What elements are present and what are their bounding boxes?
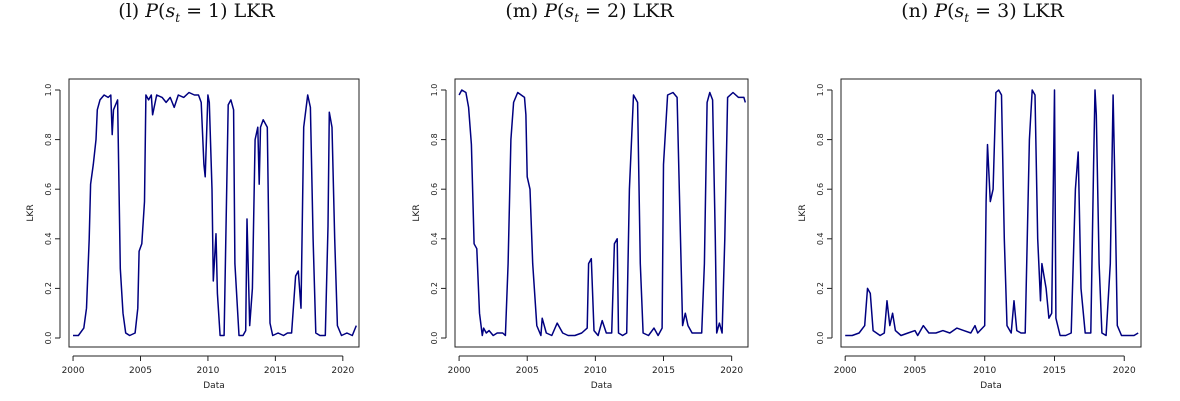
panel-l: (l) P(st = 1) LKR 2000 2005 2010 2015 2020 0.… xyxy=(0,0,393,401)
x-tick-label: 2015 xyxy=(1043,366,1066,376)
y-tick-label: 0.8 xyxy=(430,133,439,146)
currency-label: LKR xyxy=(1022,0,1064,22)
plot-frame xyxy=(68,78,360,348)
panel-label: (l) xyxy=(118,0,140,22)
x-tick-label: 2020 xyxy=(720,366,743,376)
y-axis-title: LKR xyxy=(798,204,808,221)
y-tick-label: 0.6 xyxy=(816,183,825,196)
panel-title: (l) P(st = 1) LKR xyxy=(118,0,275,25)
y-tick-label: 0.6 xyxy=(44,183,53,196)
panel-label: (n) xyxy=(901,0,929,22)
x-tick-label: 2000 xyxy=(62,366,85,376)
y-tick-label: 0.2 xyxy=(44,282,53,295)
panel-title: (n) P(st = 3) LKR xyxy=(901,0,1064,25)
x-tick-label: 2000 xyxy=(834,366,857,376)
x-tick-label: 2015 xyxy=(264,366,287,376)
y-tick-label: 0.4 xyxy=(816,232,825,245)
y-tick-label: 0.4 xyxy=(430,232,439,245)
x-tick-label: 2015 xyxy=(652,366,675,376)
x-tick-label: 2005 xyxy=(129,366,152,376)
y-tick-label: 0.8 xyxy=(44,133,53,146)
y-tick-label: 0.4 xyxy=(44,232,53,245)
x-tick-label: 2005 xyxy=(516,366,539,376)
y-axis-title: LKR xyxy=(26,204,36,221)
state-number: 3 xyxy=(997,0,1010,22)
y-tick-label: 0.0 xyxy=(44,332,53,345)
panel-m: (m) P(st = 2) LKR 2000 2005 2010 2015 2020 0.… xyxy=(393,0,786,401)
line-chart: 2000 2005 2010 2015 2020 0.0 0.2 0.4 0.6 0.8 1.0 Da… xyxy=(798,78,1142,391)
y-tick-label: 0.2 xyxy=(816,282,825,295)
series-line xyxy=(845,89,1139,337)
x-tick-label: 2010 xyxy=(973,366,996,376)
y-tick-label: 0.8 xyxy=(816,133,825,146)
y-tick-label: 0.6 xyxy=(430,183,439,196)
plot-frame xyxy=(840,78,1142,348)
y-tick-label: 0.0 xyxy=(430,332,439,345)
y-tick-label: 0.2 xyxy=(430,282,439,295)
y-tick-label: 1.0 xyxy=(44,84,53,97)
series-line xyxy=(73,91,357,337)
line-chart: 2000 2005 2010 2015 2020 0.0 0.2 0.4 0.6 0.8 1.0 Da… xyxy=(412,78,749,391)
line-chart: 2000 2005 2010 2015 2020 0.0 0.2 0.4 0.6 0.8 1.0 Da… xyxy=(26,78,360,391)
currency-label: LKR xyxy=(233,0,275,22)
x-tick-label: 2010 xyxy=(196,366,219,376)
plot-frame xyxy=(454,78,749,348)
panel-title: (m) P(st = 2) LKR xyxy=(505,0,674,25)
x-tick-label: 2005 xyxy=(904,366,927,376)
panel-label: (m) xyxy=(505,0,539,22)
x-axis-title: Data xyxy=(980,381,1002,391)
currency-label: LKR xyxy=(632,0,674,22)
state-number: 1 xyxy=(208,0,221,22)
x-axis-title: Data xyxy=(591,381,613,391)
panel-n: (n) P(st = 3) LKR 2000 2005 2010 2015 2020 0.… xyxy=(786,0,1179,401)
x-tick-label: 2020 xyxy=(331,366,354,376)
x-tick-label: 2020 xyxy=(1113,366,1136,376)
series-line xyxy=(458,89,747,337)
x-tick-label: 2000 xyxy=(448,366,471,376)
y-tick-label: 1.0 xyxy=(816,84,825,97)
y-tick-label: 1.0 xyxy=(430,84,439,97)
y-axis-title: LKR xyxy=(412,204,422,221)
state-number: 2 xyxy=(607,0,620,22)
x-tick-label: 2010 xyxy=(584,366,607,376)
x-axis-title: Data xyxy=(203,381,225,391)
y-tick-label: 0.0 xyxy=(816,332,825,345)
